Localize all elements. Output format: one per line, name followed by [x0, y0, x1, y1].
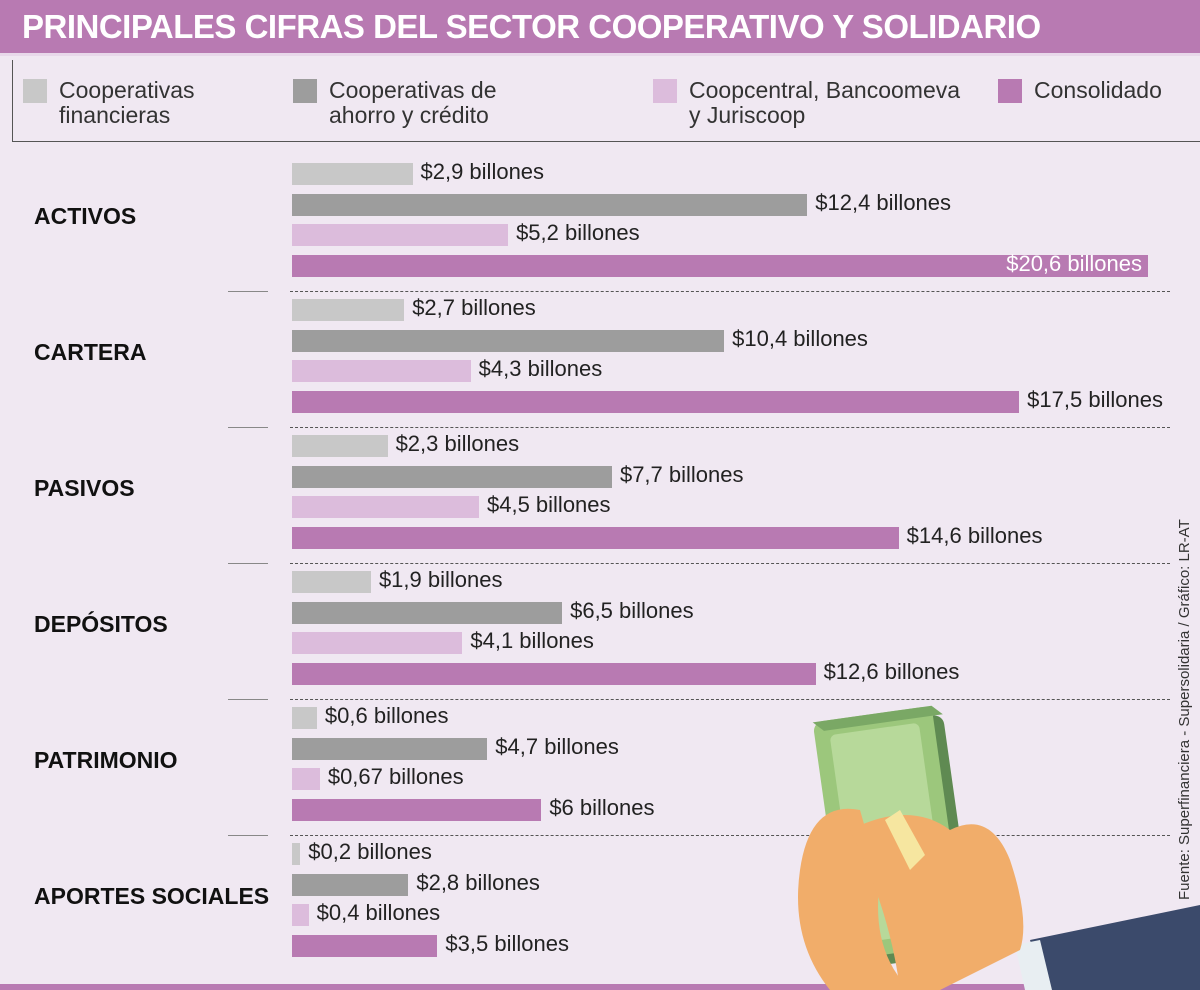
value-label: $2,9 billones	[420, 159, 545, 184]
bar	[292, 194, 808, 216]
bar	[292, 571, 371, 593]
group-divider	[290, 427, 1170, 428]
value-label: $4,1 billones	[470, 628, 594, 653]
legend-label: Consolidado	[1034, 78, 1162, 103]
legend: Cooperativas financieras Cooperativas de ah…	[12, 60, 1200, 142]
chart-title: PRINCIPALES CIFRAS DEL SECTOR COOPERATIV…	[22, 8, 1041, 45]
group-divider	[290, 835, 1170, 836]
group-divider-tick	[228, 835, 268, 836]
value-label: $0,6 billones	[324, 703, 449, 728]
legend-swatch	[23, 79, 47, 103]
bar	[292, 799, 542, 821]
bar	[292, 904, 309, 926]
money-hand-illustration	[798, 705, 1200, 990]
value-label: $0,67 billones	[327, 764, 464, 789]
bar	[292, 874, 409, 896]
value-label: $20,6 billones	[1006, 251, 1142, 276]
legend-label: Coopcentral, Bancoomeva y Juriscoop	[689, 78, 960, 128]
value-label: $1,9 billones	[378, 567, 503, 592]
value-label: $12,4 billones	[815, 190, 952, 215]
category-label: PASIVOS	[34, 475, 135, 501]
bar	[292, 330, 725, 352]
footer-bar	[0, 984, 1200, 990]
legend-label-line: financieras	[59, 102, 171, 128]
group-divider	[290, 563, 1170, 564]
bar	[292, 632, 463, 654]
bar	[292, 466, 612, 488]
group-divider-tick	[228, 563, 268, 564]
value-label: $0,4 billones	[316, 900, 441, 925]
bar	[292, 255, 1148, 277]
bar	[292, 391, 1020, 413]
legend-item: Coopcentral, Bancoomeva y Juriscoop	[653, 78, 960, 128]
value-label: $6 billones	[549, 795, 655, 820]
value-label: $3,5 billones	[445, 931, 569, 956]
bar	[292, 163, 413, 185]
legend-label: Cooperativas financieras	[59, 78, 195, 128]
category-label: DEPÓSITOS	[34, 611, 168, 637]
value-label: $4,3 billones	[478, 356, 603, 381]
bar	[292, 435, 388, 457]
bar	[292, 738, 488, 760]
bar	[292, 602, 563, 624]
group-divider	[290, 291, 1170, 292]
value-label: $7,7 billones	[619, 462, 744, 487]
bar	[292, 496, 479, 518]
value-label: $0,2 billones	[308, 839, 432, 864]
value-label: $4,5 billones	[486, 492, 611, 517]
legend-label-line: Cooperativas de	[329, 77, 497, 103]
value-label: $2,3 billones	[395, 431, 520, 456]
bar	[292, 843, 301, 865]
bar	[292, 707, 317, 729]
category-label: CARTERA	[34, 339, 147, 365]
legend-item: Consolidado	[998, 78, 1162, 103]
bar	[292, 663, 816, 685]
group-divider-tick	[228, 427, 268, 428]
category-label: APORTES SOCIALES	[34, 883, 270, 909]
value-label: $6,5 billones	[570, 598, 694, 623]
value-label: $5,2 billones	[516, 220, 640, 245]
bar	[292, 768, 320, 790]
bar	[292, 527, 899, 549]
legend-label-line: Cooperativas	[59, 77, 195, 103]
group-divider	[290, 699, 1170, 700]
value-label: $10,4 billones	[732, 326, 868, 351]
title-banner: PRINCIPALES CIFRAS DEL SECTOR COOPERATIV…	[0, 0, 1200, 56]
legend-swatch	[653, 79, 677, 103]
value-label: $12,6 billones	[823, 659, 960, 684]
legend-label-line: ahorro y crédito	[329, 102, 489, 128]
value-label: $14,6 billones	[906, 523, 1043, 548]
bar	[292, 224, 509, 246]
category-label: ACTIVOS	[34, 203, 137, 229]
value-label: $4,7 billones	[495, 734, 619, 759]
legend-swatch	[998, 79, 1022, 103]
bar	[292, 299, 405, 321]
legend-label: Cooperativas de ahorro y crédito	[329, 78, 497, 128]
legend-item: Cooperativas de ahorro y crédito	[293, 78, 497, 128]
category-label: PATRIMONIO	[34, 747, 178, 773]
legend-label-line: Coopcentral, Bancoomeva	[689, 77, 961, 103]
group-divider-tick	[228, 291, 268, 292]
legend-swatch	[293, 79, 317, 103]
legend-label-line: y Juriscoop	[689, 102, 806, 128]
legend-label-line: Consolidado	[1034, 77, 1162, 103]
group-divider-tick	[228, 699, 268, 700]
bar	[292, 935, 438, 957]
value-label: $2,7 billones	[412, 295, 536, 320]
legend-item: Cooperativas financieras	[23, 78, 195, 128]
value-label: $17,5 billones	[1027, 387, 1163, 412]
value-label: $2,8 billones	[416, 870, 540, 895]
bar	[292, 360, 471, 382]
